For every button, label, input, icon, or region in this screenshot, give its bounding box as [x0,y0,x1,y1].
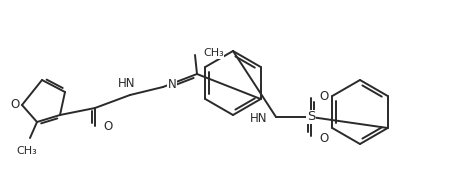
Text: CH₃: CH₃ [203,48,224,58]
Text: CH₃: CH₃ [17,146,38,156]
Text: HN: HN [249,112,267,125]
Text: O: O [319,132,328,144]
Text: N: N [168,77,177,90]
Text: O: O [319,89,328,102]
Text: O: O [10,98,20,112]
Text: HN: HN [118,77,136,90]
Text: S: S [307,110,315,124]
Text: O: O [103,120,112,132]
